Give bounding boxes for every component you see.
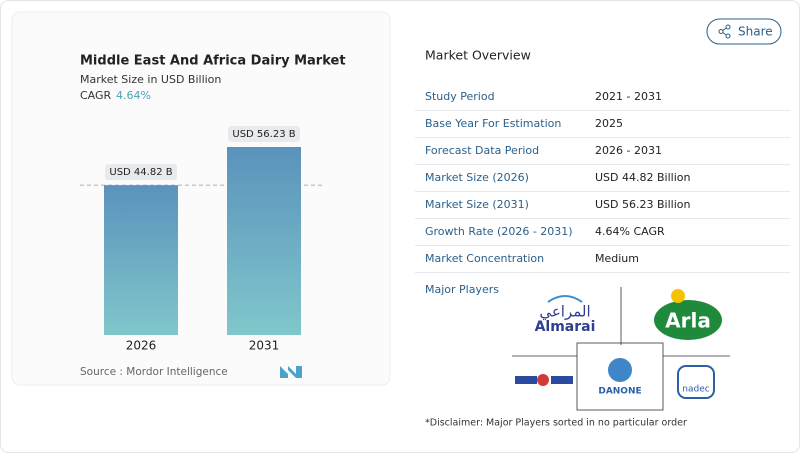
disclaimer: *Disclaimer: Major Players sorted in no …	[425, 418, 687, 429]
row-label: Forecast Data Period	[425, 144, 539, 157]
overview-table: Study Period 2021 - 2031 Base Year For Est…	[415, 90, 790, 273]
value-label-box	[228, 126, 300, 142]
x-tick-label: 2031	[249, 339, 280, 353]
row-value: Medium	[595, 252, 639, 265]
row-value: 2026 - 2031	[595, 144, 662, 157]
share-label[interactable]: Share	[738, 25, 773, 39]
almarai-name: Almarai	[535, 319, 596, 335]
bar	[227, 147, 301, 335]
x-tick-label: 2026	[126, 339, 157, 353]
value-label: USD 56.23 B	[232, 129, 295, 140]
share-button[interactable]: Share	[706, 18, 782, 45]
value-label: USD 44.82 B	[109, 167, 172, 178]
row-label: Market Size (2026)	[425, 171, 529, 184]
danone-name: DANONE	[598, 387, 641, 397]
bar	[104, 185, 178, 335]
row-value: 2025	[595, 117, 623, 130]
row-label: Market Size (2031)	[425, 198, 529, 211]
value-label-box	[105, 164, 177, 181]
cagr-label: CAGR	[80, 89, 112, 102]
mordor-logo	[280, 366, 302, 378]
small-logo	[515, 374, 573, 386]
overview-title: Market Overview	[425, 48, 531, 63]
cagr-value: 4.64%	[116, 89, 151, 102]
almarai-arabic: المراعي	[539, 303, 590, 322]
arla-name: Arla	[665, 309, 711, 333]
row-label: Market Concentration	[425, 252, 544, 265]
players-grid	[512, 287, 730, 411]
row-label: Base Year For Estimation	[425, 117, 561, 130]
chart-subtitle: Market Size in USD Billion	[80, 73, 221, 86]
row-value: USD 56.23 Billion	[595, 198, 690, 211]
row-value: 4.64% CAGR	[595, 225, 665, 238]
row-label: Study Period	[425, 90, 495, 103]
row-label: Growth Rate (2026 - 2031)	[425, 225, 573, 238]
players-title: Major Players	[425, 283, 499, 296]
row-value: 2021 - 2031	[595, 90, 662, 103]
plot: USD 44.82 B 2026 USD 56.23 B 2031	[80, 126, 325, 353]
almarai-logo: المراعي Almarai	[535, 295, 596, 335]
row-value: USD 44.82 Billion	[595, 171, 690, 184]
nadec-logo: nadec	[677, 365, 715, 399]
danone-logo: DANONE	[598, 358, 642, 397]
arla-logo: Arla	[654, 289, 722, 340]
source: Source : Mordor Intelligence	[80, 366, 228, 378]
chart-title: Middle East And Africa Dairy Market	[80, 54, 346, 69]
nadec-name: nadec	[682, 385, 709, 395]
